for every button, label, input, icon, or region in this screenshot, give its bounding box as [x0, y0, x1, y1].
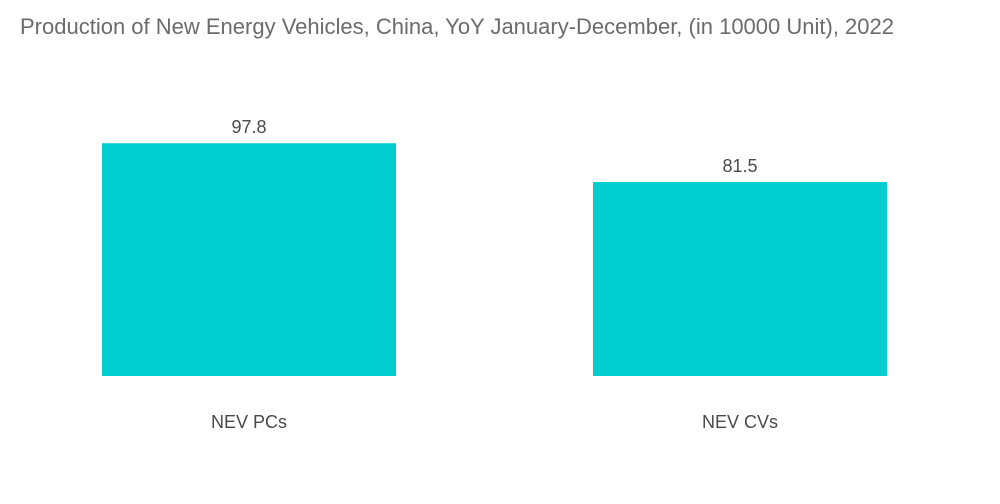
data-label-nev-cvs: 81.5 [722, 156, 757, 176]
x-tick-label-nev-cvs: NEV CVs [702, 412, 778, 432]
data-label-nev-pcs: 97.8 [231, 117, 266, 137]
x-tick-label-nev-pcs: NEV PCs [211, 412, 287, 432]
bar-nev-pcs [102, 143, 396, 376]
bar-nev-cvs [593, 182, 887, 376]
chart-title: Production of New Energy Vehicles, China… [20, 14, 894, 39]
